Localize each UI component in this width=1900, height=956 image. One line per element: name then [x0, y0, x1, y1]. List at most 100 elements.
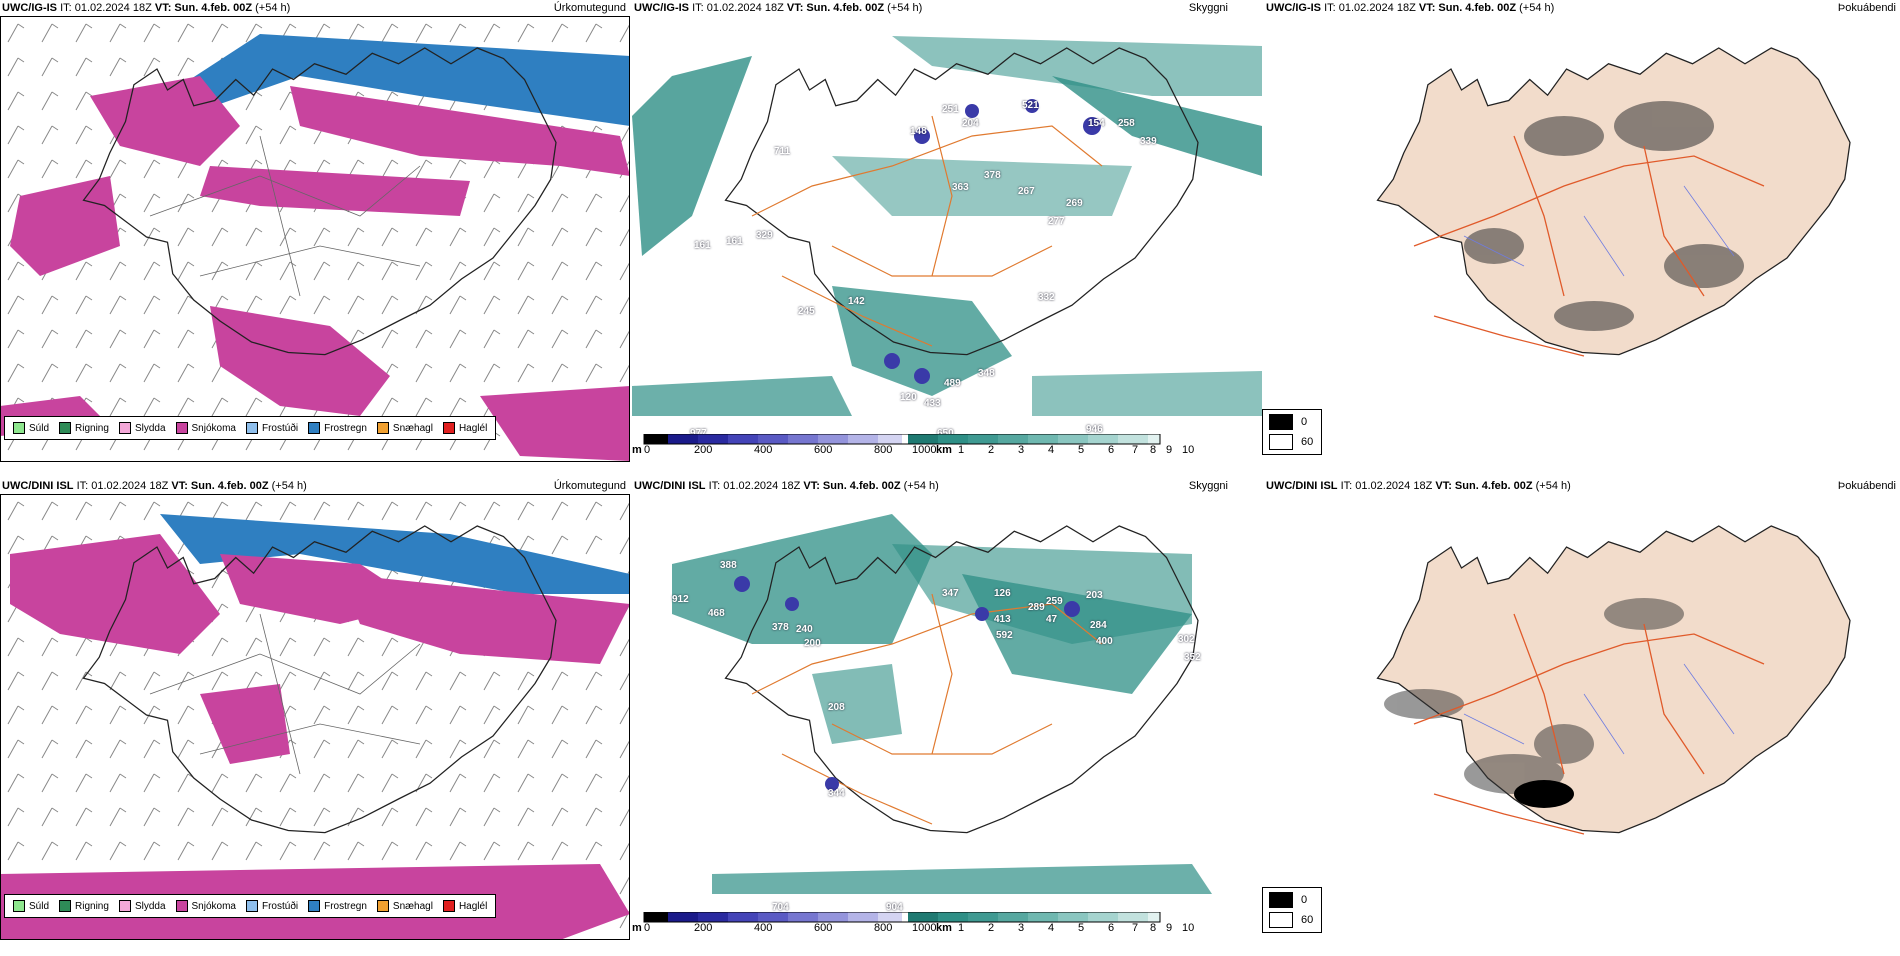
precip-legend: Súld Rigning Slydda Snjókoma Frostúði Fr… [4, 416, 497, 440]
vis-label: 413 [994, 614, 1011, 625]
precip-type-map [0, 494, 630, 940]
precip-panel-row2: UWC/DINI ISL IT: 01.02.2024 18Z VT: Sun.… [0, 478, 630, 940]
panel-header: UWC/DINI ISL IT: 01.02.2024 18Z VT: Sun.… [2, 480, 307, 492]
visibility-panel-row2: UWC/DINI ISL IT: 01.02.2024 18Z VT: Sun.… [632, 478, 1262, 940]
vis-label: 161 [694, 240, 711, 251]
visibility-colorbar: m 0 200 400 600 800 1000 km 1 2 3 4 5 6 … [632, 910, 1262, 956]
vis-label: 711 [774, 146, 791, 157]
vis-label: 154 [1088, 118, 1105, 129]
vis-label: 329 [756, 230, 773, 241]
cbar-tick: 8 [1150, 444, 1157, 456]
vis-label: 704 [772, 902, 789, 913]
visibility-map [632, 494, 1262, 894]
cbar-tick: 1000 [912, 922, 937, 934]
vis-label: 433 [924, 398, 941, 409]
vis-label: 259 [1046, 596, 1063, 607]
fog-index-map [1264, 16, 1900, 436]
panel-title: Úrkomutegund [553, 2, 626, 14]
cbar-tick: 600 [814, 922, 833, 934]
fog-legend-row2: 0 60 [1262, 887, 1322, 933]
fog-panel-row2: UWC/DINI ISL IT: 01.02.2024 18Z VT: Sun.… [1264, 478, 1900, 940]
panel-header: UWC/DINI ISL IT: 01.02.2024 18Z VT: Sun.… [1266, 480, 1571, 492]
vis-label: 332 [1038, 292, 1055, 303]
cbar-tick: 2 [988, 444, 995, 456]
cbar-tick: 200 [694, 444, 713, 456]
panel-title: Skyggni [1188, 2, 1228, 14]
cbar-tick: 400 [754, 444, 773, 456]
vis-label: 267 [1018, 186, 1035, 197]
precip-legend: Súld Rigning Slydda Snjókoma Frostúði Fr… [4, 894, 497, 918]
panel-header: UWC/DINI ISL IT: 01.02.2024 18Z VT: Sun.… [634, 480, 939, 492]
cbar-tick: 6 [1108, 922, 1115, 934]
vis-label: 339 [1140, 136, 1157, 147]
panel-title: Þokuábendi [1837, 480, 1896, 492]
vis-label: 521 [1022, 100, 1039, 111]
vis-label: 269 [1066, 198, 1083, 209]
panel-header: UWC/IG-IS IT: 01.02.2024 18Z VT: Sun. 4.… [2, 2, 291, 14]
cbar-tick: 6 [1108, 444, 1115, 456]
fog-panel-row1: UWC/IG-IS IT: 01.02.2024 18Z VT: Sun. 4.… [1264, 0, 1900, 462]
vis-label: 245 [798, 306, 815, 317]
vis-label: 251 [942, 104, 959, 115]
vis-label: 240 [796, 624, 813, 635]
vis-label: 946 [1086, 424, 1103, 435]
cbar-tick: 400 [754, 922, 773, 934]
panel-header: UWC/IG-IS IT: 01.02.2024 18Z VT: Sun. 4.… [634, 2, 923, 14]
vis-label: 204 [962, 118, 979, 129]
vis-label: 912 [672, 594, 689, 605]
cbar-unit-m: m [632, 922, 642, 934]
cbar-tick: 7 [1132, 444, 1139, 456]
cbar-tick: 600 [814, 444, 833, 456]
vis-label: 277 [1048, 216, 1065, 227]
panel-header: UWC/IG-IS IT: 01.02.2024 18Z VT: Sun. 4.… [1266, 2, 1555, 14]
cbar-tick: 4 [1048, 922, 1055, 934]
vis-label: 363 [952, 182, 969, 193]
cbar-unit-m: m [632, 444, 642, 456]
cbar-tick: 8 [1150, 922, 1157, 934]
vis-label: 302 [1178, 634, 1195, 645]
vis-label: 284 [1090, 620, 1107, 631]
panel-title: Skyggni [1188, 480, 1228, 492]
vis-label: 208 [828, 702, 845, 713]
vis-label: 47 [1046, 614, 1058, 625]
vis-label: 161 [726, 236, 743, 247]
vis-label: 289 [1028, 602, 1045, 613]
cbar-tick: 800 [874, 922, 893, 934]
cbar-tick: 800 [874, 444, 893, 456]
precip-type-map [0, 16, 630, 462]
cbar-tick: 9 [1166, 922, 1173, 934]
vis-label: 468 [708, 608, 725, 619]
vis-label: 344 [828, 788, 845, 799]
precip-panel-row1: UWC/IG-IS IT: 01.02.2024 18Z VT: Sun. 4.… [0, 0, 630, 462]
vis-label: 126 [994, 588, 1011, 599]
visibility-colorbar: m 0 200 400 600 800 1000 km 1 2 3 4 5 6 … [632, 432, 1262, 478]
panel-title: Úrkomutegund [553, 480, 626, 492]
cbar-tick: 200 [694, 922, 713, 934]
cbar-unit-km: km [936, 922, 952, 934]
vis-label: 378 [772, 622, 789, 633]
cbar-tick: 7 [1132, 922, 1139, 934]
vis-label: 489 [944, 378, 961, 389]
cbar-tick: 2 [988, 922, 995, 934]
vis-label: 258 [1118, 118, 1135, 129]
fog-index-map [1264, 494, 1900, 934]
vis-label: 200 [804, 638, 821, 649]
vis-label: 592 [996, 630, 1013, 641]
cbar-tick: 10 [1182, 922, 1195, 934]
cbar-tick: 5 [1078, 922, 1085, 934]
visibility-map [632, 16, 1262, 416]
vis-label: 142 [848, 296, 865, 307]
vis-label: 348 [978, 368, 995, 379]
cbar-tick: 3 [1018, 922, 1025, 934]
cbar-tick: 5 [1078, 444, 1085, 456]
vis-label: 203 [1086, 590, 1103, 601]
cbar-tick: 10 [1182, 444, 1195, 456]
vis-label: 400 [1096, 636, 1113, 647]
vis-label: 347 [942, 588, 959, 599]
vis-label: 388 [720, 560, 737, 571]
vis-label: 378 [984, 170, 1001, 181]
vis-label: 148 [910, 126, 927, 137]
vis-label: 352 [1184, 652, 1201, 663]
cbar-tick: 0 [644, 444, 651, 456]
cbar-tick: 1 [958, 922, 965, 934]
